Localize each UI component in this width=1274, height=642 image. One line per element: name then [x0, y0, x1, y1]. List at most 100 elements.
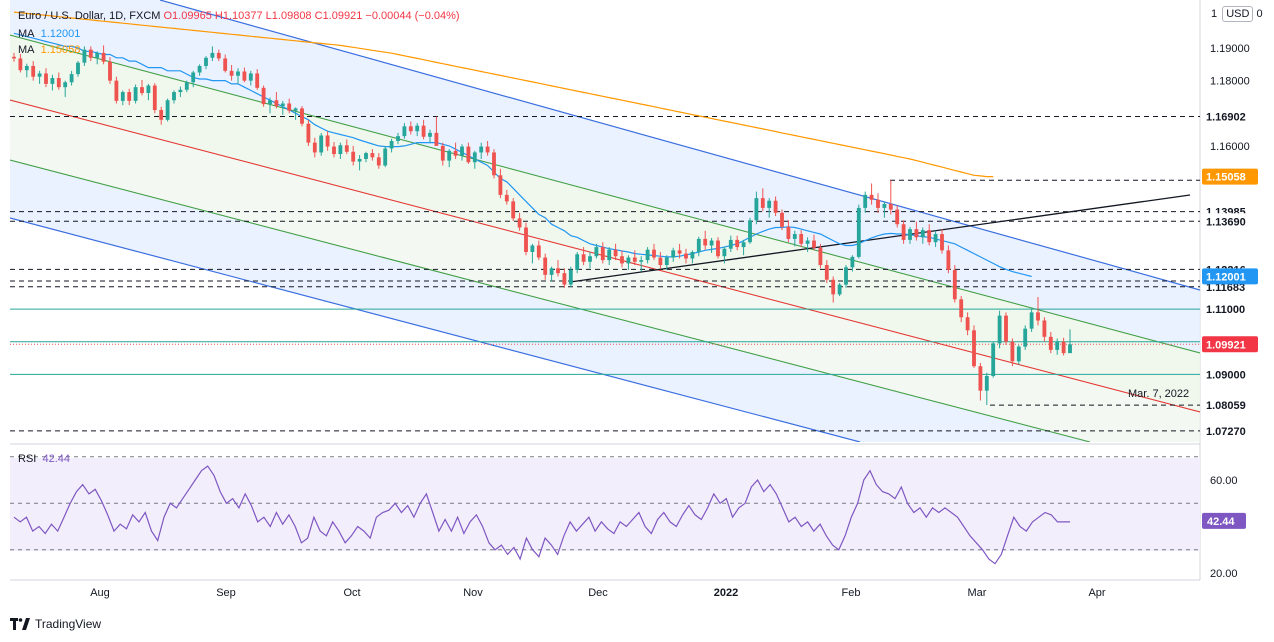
candle[interactable] — [440, 142, 445, 166]
candle[interactable] — [140, 79, 144, 96]
candle[interactable] — [466, 142, 471, 164]
candle[interactable] — [133, 84, 138, 104]
candle[interactable] — [82, 46, 87, 66]
candle[interactable] — [626, 255, 631, 270]
ma-slow-line[interactable] — [13, 11, 994, 178]
candle[interactable] — [722, 246, 727, 264]
ma-fast-line[interactable] — [13, 32, 1032, 278]
candle[interactable] — [319, 132, 324, 156]
price-level-tag[interactable]: 1.13690 — [1202, 213, 1258, 230]
candle[interactable] — [524, 222, 528, 256]
candle[interactable] — [607, 247, 612, 266]
candle[interactable] — [684, 248, 688, 264]
candle[interactable] — [1048, 331, 1053, 354]
candle[interactable] — [831, 276, 836, 303]
candle[interactable] — [447, 149, 452, 168]
candle[interactable] — [1010, 338, 1015, 367]
candle[interactable] — [159, 106, 164, 125]
candle[interactable] — [549, 266, 554, 282]
candle[interactable] — [402, 123, 407, 139]
candle[interactable] — [268, 97, 272, 114]
candle[interactable] — [613, 243, 618, 261]
candle[interactable] — [588, 251, 592, 269]
candle[interactable] — [972, 325, 976, 368]
price-level-tag[interactable]: 1.11000 — [1202, 301, 1258, 318]
candle[interactable] — [223, 54, 228, 73]
candle[interactable] — [1004, 312, 1008, 345]
candle[interactable] — [460, 144, 464, 161]
candle[interactable] — [901, 220, 906, 244]
candle[interactable] — [703, 230, 708, 250]
candle[interactable] — [690, 250, 695, 264]
candle[interactable] — [639, 256, 644, 272]
candle[interactable] — [818, 243, 823, 269]
candle[interactable] — [600, 242, 605, 264]
rsi-polyline[interactable] — [13, 465, 1070, 565]
candle[interactable] — [274, 92, 279, 109]
rsi-legend[interactable]: RSI 42.44 — [18, 453, 70, 465]
candle[interactable] — [677, 243, 682, 259]
candle[interactable] — [472, 150, 477, 169]
candle[interactable] — [1023, 325, 1028, 350]
candle[interactable] — [850, 255, 855, 272]
candle[interactable] — [664, 255, 669, 270]
candle[interactable] — [344, 139, 349, 155]
candle[interactable] — [876, 193, 880, 213]
candle[interactable] — [620, 250, 624, 268]
candle[interactable] — [18, 53, 23, 73]
candle[interactable] — [773, 196, 778, 217]
candle[interactable] — [31, 61, 36, 81]
candle[interactable] — [658, 251, 663, 270]
candle[interactable] — [792, 230, 797, 247]
currency-code[interactable]: USD — [1222, 6, 1254, 22]
candle[interactable] — [101, 45, 106, 65]
candle[interactable] — [184, 80, 189, 93]
candle[interactable] — [748, 217, 752, 244]
candle[interactable] — [114, 76, 119, 104]
rsi-axis[interactable]: 60.00 20.00 42.44 — [1202, 475, 1246, 580]
candle[interactable] — [908, 226, 912, 244]
candle[interactable] — [991, 341, 996, 378]
candle[interactable] — [152, 83, 157, 114]
candle[interactable] — [210, 46, 215, 62]
candle[interactable] — [696, 236, 701, 257]
candle[interactable] — [741, 239, 746, 256]
candle[interactable] — [959, 296, 964, 323]
candle[interactable] — [735, 235, 740, 251]
candle[interactable] — [434, 116, 439, 146]
candle[interactable] — [869, 183, 874, 205]
candle[interactable] — [632, 250, 637, 266]
rsi-line[interactable] — [13, 465, 1070, 565]
trendline[interactable] — [569, 194, 1191, 283]
candle[interactable] — [543, 253, 548, 280]
current-price-tag[interactable]: 1.09921 — [1202, 336, 1258, 353]
candle[interactable] — [120, 90, 125, 106]
ma-fast-tag[interactable]: 1.12001 — [1202, 268, 1258, 285]
candle[interactable] — [952, 265, 957, 303]
channel-upper-line[interactable] — [159, 0, 1200, 291]
candle[interactable] — [293, 107, 298, 120]
candle[interactable] — [492, 149, 496, 179]
currency-selector[interactable]: 1 USD 0 — [1211, 6, 1263, 22]
price-axis[interactable]: 1.190001.180001.160001.120001.100001.090… — [1202, 43, 1258, 439]
candle[interactable] — [780, 209, 784, 231]
candle[interactable] — [197, 64, 202, 76]
candle[interactable] — [300, 106, 304, 127]
candle[interactable] — [920, 227, 925, 244]
ma-fast-legend[interactable]: MA 1.12001 — [18, 28, 80, 40]
candle[interactable] — [914, 221, 919, 241]
candle[interactable] — [978, 362, 983, 401]
candle[interactable] — [389, 138, 394, 153]
candle[interactable] — [325, 131, 330, 151]
candle[interactable] — [364, 151, 368, 163]
candle[interactable] — [312, 137, 317, 158]
moving-averages[interactable] — [13, 11, 1032, 278]
candle[interactable] — [376, 153, 381, 169]
candle[interactable] — [95, 51, 100, 65]
candle[interactable] — [562, 268, 567, 288]
candle[interactable] — [485, 141, 490, 156]
candle[interactable] — [837, 282, 842, 297]
candle[interactable] — [568, 266, 573, 287]
tradingview-logo[interactable]: TradingView — [10, 617, 101, 631]
